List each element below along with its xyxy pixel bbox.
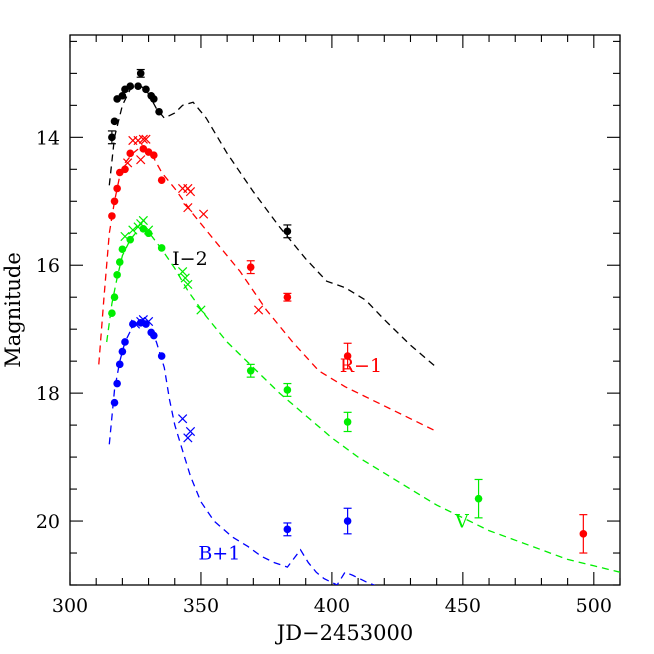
data-point	[283, 386, 292, 394]
cross-point	[183, 433, 193, 443]
model-curve	[108, 320, 376, 585]
y-tick-label: 16	[36, 255, 60, 277]
cross-point	[138, 134, 148, 144]
cross-point	[143, 316, 154, 327]
cross-point	[185, 426, 196, 437]
data-point	[108, 133, 116, 142]
x-tick-label: 350	[183, 595, 219, 617]
data-point	[113, 184, 121, 193]
cross-point	[136, 155, 146, 165]
cross-point	[183, 279, 193, 290]
plot-area	[98, 68, 620, 585]
data-point	[136, 69, 145, 78]
data-point	[343, 352, 352, 360]
data-point	[113, 379, 121, 388]
series-label-v: V	[454, 510, 469, 532]
data-point	[121, 338, 129, 346]
data-point	[108, 212, 116, 220]
cross-point	[138, 314, 148, 325]
tick-labels: 300 350 400 450 500 14 16 18 20	[36, 127, 612, 617]
data-point	[113, 271, 121, 279]
y-tick-label: 20	[36, 511, 60, 533]
series-b-1	[108, 314, 376, 585]
series-i-2	[107, 68, 438, 369]
data-point	[129, 320, 137, 328]
cross-point	[120, 231, 130, 242]
series-r-1	[98, 134, 588, 554]
y-tick-label: 18	[36, 383, 60, 405]
data-point	[157, 244, 166, 252]
data-point	[283, 227, 292, 236]
cross-point	[130, 319, 141, 329]
cross-point	[177, 414, 188, 424]
cross-point	[128, 225, 138, 235]
cross-point	[133, 135, 143, 146]
cross-point	[185, 187, 196, 197]
series-label-b-1: B+1	[198, 542, 240, 564]
data-point	[155, 107, 163, 116]
cross-point	[138, 215, 148, 226]
data-point	[110, 398, 119, 407]
series-label-i-2: I−2	[172, 248, 208, 270]
data-point	[283, 293, 292, 302]
data-point	[115, 258, 124, 266]
data-point	[150, 151, 158, 160]
x-tick-label: 500	[576, 595, 612, 617]
data-point	[121, 165, 129, 174]
data-point	[108, 309, 116, 317]
data-point	[343, 517, 352, 525]
x-tick-label: 400	[314, 595, 350, 617]
data-point	[343, 418, 352, 426]
data-point	[474, 494, 483, 503]
x-axis-label: JD−2453000	[275, 621, 413, 645]
data-point	[110, 293, 119, 302]
cross-point	[183, 203, 193, 213]
data-point	[283, 525, 292, 534]
data-point	[246, 366, 255, 375]
axis-ticks	[69, 35, 621, 586]
x-tick-label: 450	[445, 595, 481, 617]
model-curve	[98, 146, 437, 433]
data-point	[126, 82, 135, 90]
y-axis-label: Magnitude	[1, 252, 25, 368]
data-point	[118, 91, 127, 100]
cross-point	[143, 225, 154, 235]
plot-frame	[69, 34, 621, 586]
data-point	[246, 263, 255, 271]
data-point	[118, 245, 127, 254]
data-point	[110, 197, 119, 206]
cross-point	[253, 305, 264, 315]
data-point	[157, 352, 166, 360]
data-point	[150, 95, 158, 103]
data-point	[118, 347, 127, 356]
data-point	[126, 235, 135, 244]
cross-point	[177, 267, 188, 277]
series-labels: I−2 R−1 V B+1	[172, 248, 469, 564]
y-tick-label: 14	[36, 127, 60, 149]
data-point	[126, 149, 135, 158]
data-point	[110, 117, 119, 126]
cross-point	[198, 209, 209, 219]
data-point	[157, 176, 166, 184]
series-v	[106, 215, 620, 573]
data-point	[115, 360, 124, 369]
data-point	[150, 331, 158, 340]
data-point	[579, 530, 588, 538]
model-curve	[108, 84, 438, 369]
data-point	[142, 85, 150, 94]
data-point	[134, 82, 142, 90]
model-curve	[106, 229, 620, 573]
cross-point	[180, 273, 190, 283]
cross-point	[122, 158, 133, 168]
series-label-r-1: R−1	[340, 355, 382, 377]
x-tick-label: 300	[52, 595, 88, 617]
cross-point	[141, 134, 151, 144]
cross-point	[196, 305, 206, 315]
